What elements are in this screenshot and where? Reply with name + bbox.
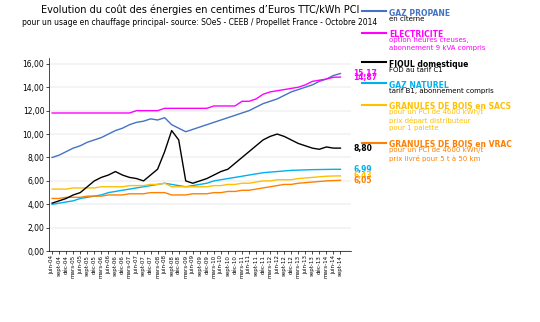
Text: 8,80: 8,80 [353,144,372,153]
Text: GRANULES DE BOIS en SACS: GRANULES DE BOIS en SACS [389,102,511,111]
Text: en citerne: en citerne [389,16,424,22]
Text: pour un usage en chauffage principal- source: SOeS - CEEB / Propellet France - O: pour un usage en chauffage principal- so… [22,18,377,27]
Text: FOD au tarif C1: FOD au tarif C1 [389,67,443,73]
Text: 6,43: 6,43 [353,171,372,180]
Text: GRANULES DE BOIS en VRAC: GRANULES DE BOIS en VRAC [389,140,512,149]
Text: pour un PCI de 4600 kWh/t
prix départ distributeur
pour 1 palette: pour un PCI de 4600 kWh/t prix départ di… [389,109,483,131]
Text: option heures creuses,
abonnement 9 kVA compris: option heures creuses, abonnement 9 kVA … [389,37,485,51]
Text: 14,87: 14,87 [353,72,377,81]
Text: 6,99: 6,99 [353,165,372,174]
Text: FIOUL domestique: FIOUL domestique [389,60,468,69]
Text: 15,17: 15,17 [353,69,377,78]
Text: Evolution du coût des énergies en centimes d’Euros TTC/kWh PCI: Evolution du coût des énergies en centim… [40,5,359,15]
Text: tarif B1, abonnement compris: tarif B1, abonnement compris [389,88,494,94]
Text: GAZ NATUREL: GAZ NATUREL [389,81,449,90]
Text: ELECTRICITE: ELECTRICITE [389,30,443,39]
Text: 6,05: 6,05 [353,176,372,185]
Text: pour un PCI de 4600 kWh/t
prix livré pour 5 t à 50 km: pour un PCI de 4600 kWh/t prix livré pou… [389,147,483,162]
Text: GAZ PROPANE: GAZ PROPANE [389,9,450,18]
